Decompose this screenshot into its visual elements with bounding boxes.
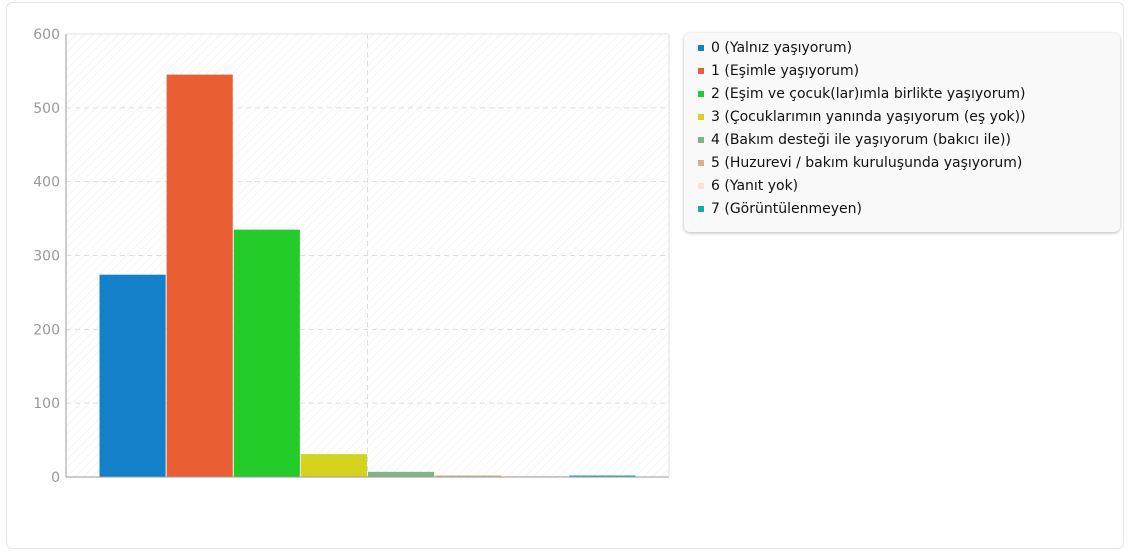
legend: 0 (Yalnız yaşıyorum) 1 (Eşimle yaşıyorum)… bbox=[684, 33, 1120, 232]
bar[interactable] bbox=[368, 471, 435, 477]
bars bbox=[99, 74, 636, 477]
legend-item[interactable]: 3 (Çocuklarımın yanında yaşıyorum (eş yo… bbox=[684, 105, 1120, 128]
legend-item[interactable]: 5 (Huzurevi / bakım kuruluşunda yaşıyoru… bbox=[684, 151, 1120, 174]
y-tick-label: 600 bbox=[33, 27, 60, 43]
legend-swatch bbox=[698, 205, 704, 212]
legend-swatch bbox=[698, 159, 704, 166]
bar[interactable] bbox=[166, 74, 233, 477]
legend-swatch bbox=[698, 182, 704, 189]
y-tick-label: 100 bbox=[33, 396, 60, 412]
legend-label: 3 (Çocuklarımın yanında yaşıyorum (eş yo… bbox=[711, 108, 1026, 125]
legend-label: 2 (Eşim ve çocuk(lar)ımla birlikte yaşıy… bbox=[711, 85, 1026, 102]
legend-item[interactable]: 1 (Eşimle yaşıyorum) bbox=[684, 59, 1120, 82]
y-tick-labels: 0 100 200 300 400 500 600 bbox=[33, 27, 60, 486]
legend-label: 1 (Eşimle yaşıyorum) bbox=[711, 62, 860, 79]
bar[interactable] bbox=[233, 229, 300, 477]
legend-swatch bbox=[698, 67, 704, 74]
legend-item[interactable]: 4 (Bakım desteği ile yaşıyorum (bakıcı i… bbox=[684, 128, 1120, 151]
bar[interactable] bbox=[300, 454, 367, 477]
legend-item[interactable]: 6 (Yanıt yok) bbox=[684, 174, 1120, 197]
legend-item[interactable]: 7 (Görüntülenmeyen) bbox=[684, 197, 1120, 220]
axes bbox=[65, 33, 670, 478]
legend-swatch bbox=[698, 90, 704, 97]
legend-item[interactable]: 0 (Yalnız yaşıyorum) bbox=[684, 36, 1120, 59]
legend-item[interactable]: 2 (Eşim ve çocuk(lar)ımla birlikte yaşıy… bbox=[684, 82, 1120, 105]
legend-label: 7 (Görüntülenmeyen) bbox=[711, 200, 862, 217]
bar[interactable] bbox=[569, 475, 636, 477]
bar[interactable] bbox=[99, 274, 166, 477]
legend-swatch bbox=[698, 113, 704, 120]
bar[interactable] bbox=[435, 475, 502, 477]
legend-label: 5 (Huzurevi / bakım kuruluşunda yaşıyoru… bbox=[711, 154, 1023, 171]
legend-swatch bbox=[698, 136, 704, 143]
legend-label: 6 (Yanıt yok) bbox=[711, 177, 799, 194]
legend-label: 0 (Yalnız yaşıyorum) bbox=[711, 39, 853, 56]
y-tick-label: 300 bbox=[33, 249, 60, 265]
legend-swatch bbox=[698, 44, 704, 51]
y-tick-label: 400 bbox=[33, 175, 60, 191]
y-tick-label: 200 bbox=[33, 322, 60, 338]
legend-label: 4 (Bakım desteği ile yaşıyorum (bakıcı i… bbox=[711, 131, 1011, 148]
y-tick-label: 500 bbox=[33, 101, 60, 117]
y-tick-label: 0 bbox=[51, 470, 60, 486]
